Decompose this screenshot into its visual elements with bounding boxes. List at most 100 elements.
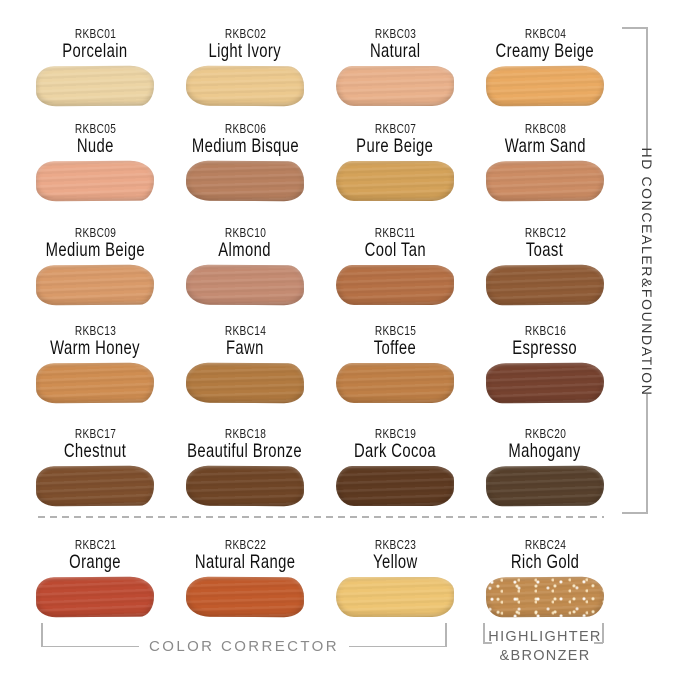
swatch-cell-rkbc17: RKBC17 Chestnut — [20, 426, 170, 507]
swatch-rkbc02 — [185, 65, 305, 107]
side-bracket-line-top — [646, 27, 648, 149]
swatch-rkbc03 — [336, 66, 454, 106]
swatch-code: RKBC03 — [374, 26, 416, 41]
swatch-name: Warm Sand — [504, 135, 586, 157]
swatch-name: Chestnut — [63, 440, 127, 462]
swatch-code: RKBC12 — [524, 225, 566, 240]
swatch-name: Creamy Beige — [495, 40, 595, 62]
swatch-name: Light Ivory — [208, 40, 282, 62]
swatch-name: Yellow — [372, 551, 418, 573]
swatch-name: Medium Bisque — [191, 135, 299, 157]
swatch-rkbc24 — [485, 576, 605, 618]
swatch-code: RKBC15 — [374, 323, 416, 338]
swatch-name: Beautiful Bronze — [187, 440, 303, 462]
swatch-rkbc15 — [336, 363, 454, 403]
side-bracket-cap-top — [622, 27, 648, 29]
swatch-cell-rkbc06: RKBC06 Medium Bisque — [170, 121, 320, 202]
swatch-cell-rkbc02: RKBC02 Light Ivory — [170, 26, 320, 107]
color-corrector-group: COLOR CORRECTOR — [41, 638, 447, 655]
swatch-rkbc13 — [35, 362, 155, 404]
swatch-cell-rkbc10: RKBC10 Almond — [170, 225, 320, 306]
swatch-code: RKBC10 — [224, 225, 266, 240]
highlighter-label-line1: HIGHLIGHTER — [488, 629, 602, 645]
swatch-code: RKBC16 — [524, 323, 566, 338]
dashed-divider — [38, 516, 604, 518]
highlighter-bracket-left-foot — [483, 642, 492, 644]
swatch-code: RKBC18 — [224, 426, 266, 441]
swatch-rkbc19 — [336, 466, 454, 506]
swatch-name: Toffee — [373, 337, 417, 359]
swatch-code: RKBC14 — [224, 323, 266, 338]
swatch-rkbc16 — [485, 362, 605, 404]
swatch-name: Porcelain — [62, 40, 128, 62]
swatch-code: RKBC02 — [224, 26, 266, 41]
swatch-rkbc23 — [336, 577, 454, 617]
swatch-name: Natural — [369, 40, 421, 62]
side-category-label: HD CONCEALER&FOUNDATION — [639, 147, 655, 397]
highlighter-bronzer-label: HIGHLIGHTER &BRONZER — [470, 628, 620, 666]
swatch-name: Pure Beige — [356, 135, 434, 157]
swatch-cell-rkbc18: RKBC18 Beautiful Bronze — [170, 426, 320, 507]
swatch-code: RKBC04 — [524, 26, 566, 41]
color-corrector-bracket-line-left — [41, 645, 140, 648]
swatch-code: RKBC07 — [374, 121, 416, 136]
swatch-cell-rkbc24: RKBC24 Rich Gold — [470, 537, 620, 618]
swatch-name: Almond — [218, 239, 272, 261]
swatch-code: RKBC21 — [74, 537, 116, 552]
swatch-rkbc18 — [185, 465, 305, 507]
swatch-row: RKBC13 Warm Honey RKBC14 Fawn RKBC15 Tof… — [20, 323, 620, 404]
swatch-code: RKBC08 — [524, 121, 566, 136]
swatch-row: RKBC01 Porcelain RKBC02 Light Ivory RKBC… — [20, 26, 620, 107]
swatch-code: RKBC23 — [374, 537, 416, 552]
swatch-rkbc21 — [35, 576, 155, 618]
swatch-cell-rkbc21: RKBC21 Orange — [20, 537, 170, 618]
swatch-cell-rkbc13: RKBC13 Warm Honey — [20, 324, 170, 404]
swatch-name: Cool Tan — [364, 239, 426, 261]
swatch-cell-rkbc09: RKBC09 Medium Beige — [20, 225, 170, 306]
color-corrector-bracket-left-tick — [41, 623, 43, 646]
swatch-row: RKBC17 Chestnut RKBC18 Beautiful Bronze … — [20, 426, 620, 507]
swatch-name: Orange — [69, 551, 121, 573]
swatch-rkbc14 — [185, 362, 305, 404]
swatch-name: Warm Honey — [50, 337, 140, 359]
swatch-name: Dark Cocoa — [353, 440, 437, 462]
swatch-row: RKBC09 Medium Beige RKBC10 Almond RKBC11… — [20, 225, 620, 306]
swatch-cell-rkbc01: RKBC01 Porcelain — [20, 26, 170, 107]
swatch-code: RKBC05 — [74, 121, 116, 136]
swatch-code: RKBC22 — [224, 537, 266, 552]
swatch-name: Mahogany — [508, 440, 582, 462]
swatch-cell-rkbc23: RKBC23 Yellow — [320, 538, 470, 617]
swatch-rkbc07 — [336, 161, 454, 201]
swatch-code: RKBC24 — [524, 537, 566, 552]
swatch-rkbc06 — [185, 160, 305, 202]
swatch-rkbc08 — [485, 160, 605, 202]
swatch-cell-rkbc16: RKBC16 Espresso — [470, 323, 620, 404]
swatch-rkbc12 — [485, 264, 605, 306]
swatch-code: RKBC06 — [224, 121, 266, 136]
swatch-cell-rkbc14: RKBC14 Fawn — [170, 323, 320, 404]
swatch-cell-rkbc08: RKBC08 Warm Sand — [470, 121, 620, 202]
swatch-cell-rkbc20: RKBC20 Mahogany — [470, 426, 620, 507]
swatch-name: Espresso — [512, 337, 578, 359]
swatch-rkbc11 — [336, 265, 454, 305]
swatch-cell-rkbc04: RKBC04 Creamy Beige — [470, 26, 620, 107]
swatch-row: RKBC21 Orange RKBC22 Natural Range RKBC2… — [20, 537, 620, 618]
color-corrector-label: COLOR CORRECTOR — [149, 638, 339, 655]
color-corrector-bracket-line-right — [348, 645, 447, 648]
swatch-cell-rkbc11: RKBC11 Cool Tan — [320, 226, 470, 305]
swatch-code: RKBC01 — [74, 26, 116, 41]
swatch-rkbc10 — [185, 264, 305, 306]
swatch-cell-rkbc12: RKBC12 Toast — [470, 225, 620, 306]
swatch-name: Rich Gold — [510, 551, 580, 573]
swatch-name: Medium Beige — [45, 239, 145, 261]
swatch-cell-rkbc03: RKBC03 Natural — [320, 27, 470, 106]
swatch-cell-rkbc07: RKBC07 Pure Beige — [320, 122, 470, 201]
swatch-code: RKBC09 — [74, 225, 116, 240]
swatch-code: RKBC20 — [524, 426, 566, 441]
swatch-code: RKBC17 — [74, 426, 116, 441]
swatch-cell-rkbc05: RKBC05 Nude — [20, 121, 170, 202]
side-bracket-cap-bottom — [622, 512, 648, 514]
swatch-rkbc01 — [35, 65, 155, 107]
highlighter-label-line2: &BRONZER — [499, 648, 591, 664]
